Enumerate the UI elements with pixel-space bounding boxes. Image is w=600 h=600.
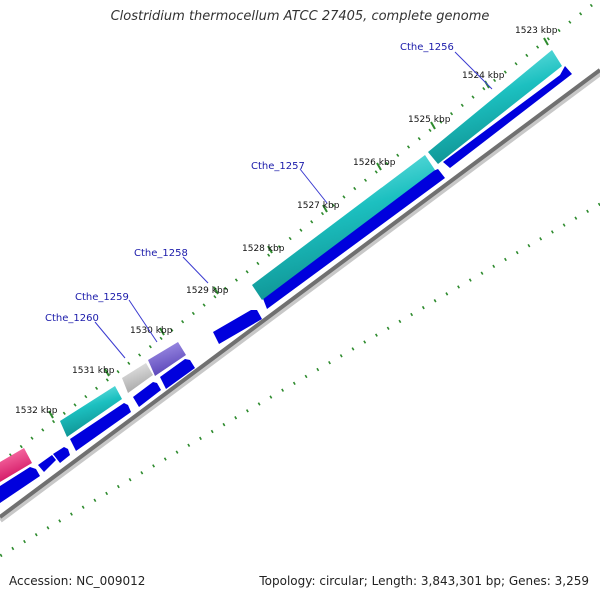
gene-cthe-1256[interactable]: [428, 50, 562, 164]
kbp-tick-mark: [48, 410, 54, 419]
cds-arrow[interactable]: [133, 382, 161, 407]
gene-cthe-1260[interactable]: [122, 363, 153, 393]
cds-track: [0, 66, 572, 503]
gene-label-cthe-1260[interactable]: Cthe_1260: [45, 313, 99, 324]
gene-pink[interactable]: [0, 448, 32, 482]
kbp-tick-label: 1531 kbp: [72, 366, 115, 376]
gene-label-cthe-1257[interactable]: Cthe_1257: [251, 161, 305, 172]
kbp-tick-mark: [159, 327, 165, 336]
kbp-tick-label: 1528 kbp: [242, 244, 285, 254]
cds-arrow[interactable]: [0, 467, 40, 503]
gene-label-cthe-1258[interactable]: Cthe_1258: [134, 248, 188, 259]
kbp-tick-mark: [376, 162, 382, 171]
gene-label-cthe-1256[interactable]: Cthe_1256: [400, 42, 454, 53]
gene-track: [0, 50, 562, 482]
gene-teal-partial[interactable]: [60, 386, 122, 437]
genome-backbone-shadow: [0, 70, 600, 523]
genome-summary: Topology: circular; Length: 3,843,301 bp…: [259, 574, 589, 588]
kbp-tick-mark: [322, 204, 328, 213]
kbp-tick-label: 1526 kbp: [353, 158, 396, 168]
kbp-tick-label: 1527 kbp: [297, 201, 340, 211]
cds-arrow[interactable]: [213, 310, 262, 344]
gene-label-cthe-1259[interactable]: Cthe_1259: [75, 292, 129, 303]
kbp-tick-label: 1525 kbp: [408, 115, 451, 125]
cds-arrow[interactable]: [70, 403, 131, 451]
kbp-tick-label: 1524 kbp: [462, 71, 505, 81]
kbp-tick-label: 1523 kbp: [515, 26, 558, 36]
cds-arrow[interactable]: [38, 455, 56, 472]
kbp-tick-label: 1529 kbp: [186, 286, 229, 296]
kbp-tick-mark: [430, 121, 436, 130]
kbp-tick-mark: [543, 37, 549, 46]
cds-arrow[interactable]: [160, 359, 195, 389]
kbp-tick-label: 1532 kbp: [15, 406, 58, 416]
gene-leader-line: [94, 321, 126, 359]
gene-cthe-1259[interactable]: [148, 342, 186, 376]
cds-arrow[interactable]: [53, 447, 70, 463]
gene-labels: Cthe_1256 Cthe_1257 Cthe_1258 Cthe_1259 …: [45, 42, 493, 359]
genome-backbone: [0, 68, 600, 519]
kbp-tick-mark: [213, 286, 219, 295]
gene-cthe-1257[interactable]: [252, 155, 435, 300]
kbp-ticks: 1523 kbp 1524 kbp 1525 kbp 1526 kbp 1527…: [15, 26, 558, 419]
map-title: Clostridium thermocellum ATCC 27405, com…: [110, 9, 490, 24]
gene-leader-line: [182, 256, 209, 284]
gene-leader-line: [128, 299, 158, 343]
gene-leader-line: [299, 168, 328, 204]
cds-arrow[interactable]: [262, 169, 445, 309]
kbp-tick-mark: [267, 245, 273, 254]
kbp-tick-mark: [104, 368, 110, 377]
accession-label: Accession: NC_009012: [9, 574, 146, 588]
cds-arrow[interactable]: [443, 66, 572, 168]
gene-leader-line: [454, 51, 493, 90]
kbp-tick-label: 1530 kbp: [130, 326, 173, 336]
